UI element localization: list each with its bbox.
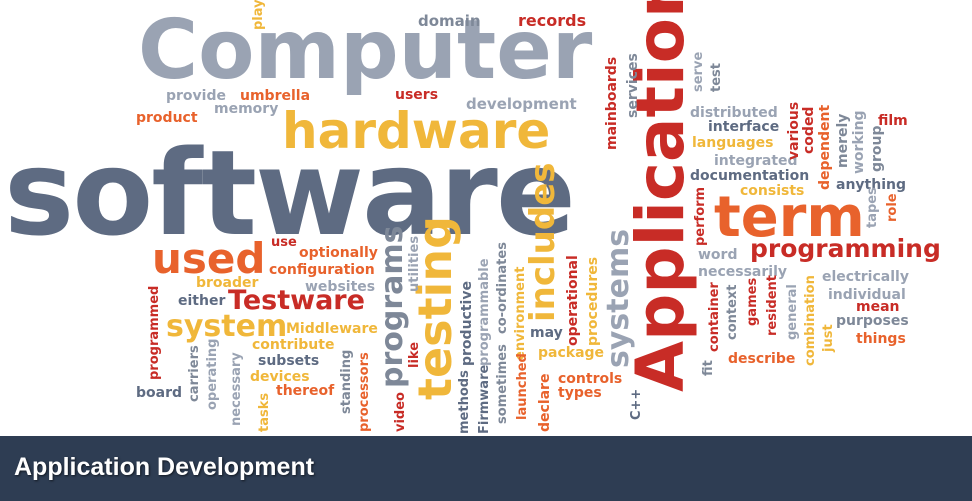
word-anything: anything <box>836 177 906 193</box>
word-records: records <box>518 11 587 30</box>
word-used: used <box>152 234 266 283</box>
word-launched: launched <box>515 353 530 420</box>
word-services: services <box>625 53 641 118</box>
word-necessary: necessary <box>229 352 244 426</box>
word-middleware: Middleware <box>286 321 378 337</box>
word-games: games <box>745 277 760 326</box>
word-contribute: contribute <box>252 337 335 353</box>
word-video: video <box>393 392 408 432</box>
word-cpp: C++ <box>629 388 644 420</box>
word-fit: fit <box>701 360 716 376</box>
word-use: use <box>271 235 297 250</box>
word-programmed: programmed <box>147 285 162 380</box>
word-operational: operational <box>565 255 581 346</box>
word-product: product <box>136 110 198 126</box>
word-serve: serve <box>691 51 706 92</box>
word-interface: interface <box>708 119 780 135</box>
word-term: term <box>714 185 865 250</box>
word-general: general <box>785 284 800 340</box>
word-standing: standing <box>339 349 354 414</box>
word-integrated: integrated <box>714 153 798 169</box>
word-dependent: dependent <box>817 104 833 190</box>
word-memory: memory <box>214 101 279 117</box>
word-describe: describe <box>728 351 796 367</box>
word-system: system <box>166 309 288 344</box>
word-group: group <box>869 125 885 172</box>
word-purposes: purposes <box>836 313 909 329</box>
word-websites: websites <box>305 279 376 295</box>
word-necessarily: necessarily <box>698 264 787 280</box>
word-optionally: optionally <box>299 245 378 261</box>
word-combination: combination <box>803 275 818 366</box>
word-programmable: programmable <box>477 258 492 366</box>
word-utilities: utilities <box>407 235 422 292</box>
word-things: things <box>856 331 906 347</box>
word-perform: perform <box>693 186 708 246</box>
word-resident: resident <box>765 274 780 336</box>
word-thereof: thereof <box>276 383 335 399</box>
word-container: container <box>707 282 722 352</box>
word-systems: systems <box>601 228 636 368</box>
word-hardware: hardware <box>282 102 551 160</box>
word-coded: coded <box>801 106 817 154</box>
word-domain: domain <box>418 12 481 30</box>
word-package: package <box>538 345 605 361</box>
word-carriers: carriers <box>187 345 202 402</box>
word-coordinates: co-ordinates <box>495 242 510 334</box>
word-programs: programs <box>375 225 410 388</box>
word-includes: includes <box>523 162 563 322</box>
word-test: test <box>709 63 724 92</box>
word-word: word <box>698 247 738 263</box>
word-methods: methods <box>457 370 472 434</box>
word-umbrella: umbrella <box>240 88 311 104</box>
word-devices: devices <box>250 369 310 385</box>
word-play: play <box>251 0 266 30</box>
word-firmware: Firmware <box>477 364 492 434</box>
word-productive: productive <box>459 281 475 366</box>
word-types: types <box>558 385 602 401</box>
word-programming: programming <box>750 234 941 263</box>
word-working: working <box>851 110 867 174</box>
word-cloud-image: Computer software hardware Application t… <box>4 0 941 434</box>
word-configuration: configuration <box>269 262 375 278</box>
word-users: users <box>395 87 439 103</box>
word-context: context <box>725 284 740 340</box>
word-like: like <box>407 341 422 368</box>
word-operating: operating <box>205 338 220 410</box>
word-electrically: electrically <box>822 269 909 285</box>
word-role: role <box>885 193 900 222</box>
word-development: development <box>466 95 577 113</box>
word-subsets: subsets <box>258 353 320 369</box>
word-board: board <box>136 385 183 401</box>
word-tapes: tapes <box>865 187 880 228</box>
word-merely: merely <box>835 113 851 168</box>
word-documentation: documentation <box>690 168 810 184</box>
word-just: just <box>821 324 836 352</box>
word-software: software <box>4 124 576 262</box>
word-broader: broader <box>196 275 259 291</box>
word-declare: declare <box>537 373 553 432</box>
word-mainboards: mainboards <box>604 56 620 150</box>
word-may: may <box>530 325 563 341</box>
word-individual: individual <box>828 287 906 303</box>
word-testware: Testware <box>228 285 365 316</box>
word-various: various <box>786 101 802 160</box>
word-provide: provide <box>166 88 226 104</box>
word-tasks: tasks <box>257 392 272 432</box>
word-distributed: distributed <box>690 105 778 121</box>
caption-bar: Application Development <box>0 436 972 501</box>
word-procedures: procedures <box>585 256 601 346</box>
word-either: either <box>178 293 226 309</box>
word-controls: controls <box>558 371 623 387</box>
word-environment: environment <box>513 266 528 360</box>
word-processors: processors <box>357 352 372 432</box>
caption-title: Application Development <box>14 453 315 481</box>
word-languages: languages <box>692 135 774 151</box>
word-film: film <box>878 113 908 129</box>
word-sometimes: sometimes <box>495 344 510 424</box>
word-computer: Computer <box>138 3 593 98</box>
word-consists: consists <box>740 183 805 199</box>
word-mean: mean <box>856 299 900 315</box>
